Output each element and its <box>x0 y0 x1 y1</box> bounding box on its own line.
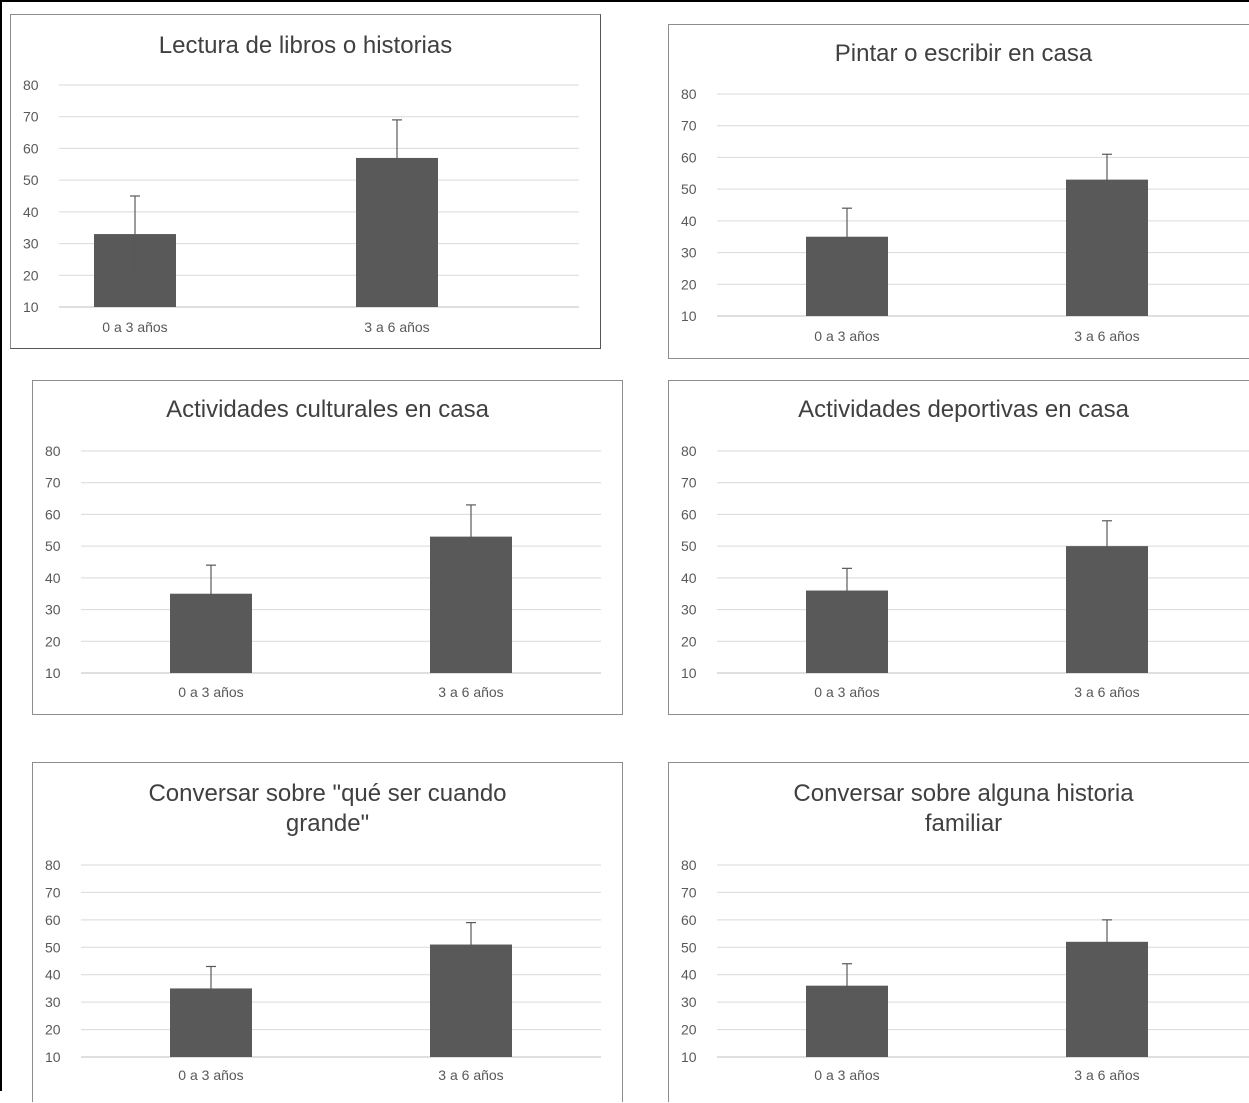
chart-pintar: Pintar o escribir en casa 10 20 30 40 50 60 70… <box>668 24 1249 359</box>
chart-title: Pintar o escribir en casa <box>669 39 1249 69</box>
y-tick-label: 30 <box>23 236 39 252</box>
y-tick-label: 10 <box>23 299 39 315</box>
chart-plot: 10 20 30 40 50 60 70 80 0 a 3 años 3 a 6 años <box>681 857 1249 1083</box>
y-tick-label: 20 <box>681 1022 697 1038</box>
y-tick-label: 10 <box>681 665 697 681</box>
y-tick-label: 40 <box>23 204 39 220</box>
y-tick-label: 50 <box>45 538 61 554</box>
chart-culturales: Actividades culturales en casa 10 20 30 40 5… <box>32 380 623 715</box>
y-tick-label: 50 <box>681 939 697 955</box>
y-tick-label: 80 <box>23 77 39 93</box>
x-category-label: 3 a 6 años <box>438 1067 503 1083</box>
y-tick-label: 50 <box>23 172 39 188</box>
y-tick-label: 40 <box>681 570 697 586</box>
chart-title-line: Pintar o escribir en casa <box>834 40 1093 67</box>
y-tick-label: 80 <box>45 857 61 873</box>
y-tick-label: 70 <box>45 884 61 900</box>
x-category-label: 3 a 6 años <box>364 319 429 335</box>
x-category-label: 0 a 3 años <box>814 328 879 344</box>
chart-title-line: Actividades culturales en casa <box>166 396 489 423</box>
y-tick-label: 20 <box>681 633 697 649</box>
chart-title-line: Lectura de libros o historias <box>158 32 453 59</box>
y-tick-label: 30 <box>45 602 61 618</box>
chart-historia-familiar: Conversar sobre alguna historia familiar… <box>668 762 1249 1102</box>
y-tick-label: 30 <box>681 994 697 1010</box>
chart-plot: 10 20 30 40 50 60 70 80 0 a 3 años 3 a 6 años <box>45 443 601 700</box>
x-category-label: 3 a 6 años <box>1074 328 1139 344</box>
chart-title-line: grande" <box>285 810 370 837</box>
y-tick-label: 30 <box>681 602 697 618</box>
chart-deportivas: Actividades deportivas en casa 10 20 30 40 5… <box>668 380 1249 715</box>
x-category-label: 0 a 3 años <box>814 684 879 700</box>
chart-que-ser: Conversar sobre "qué ser cuando grande" … <box>32 762 623 1102</box>
y-tick-label: 20 <box>45 1022 61 1038</box>
chart-plot: 10 20 30 40 50 60 70 80 0 a 3 años 3 a 6 años <box>45 857 601 1083</box>
y-tick-label: 10 <box>681 1049 697 1065</box>
y-tick-label: 60 <box>681 149 697 165</box>
y-tick-label: 40 <box>681 967 697 983</box>
y-tick-label: 70 <box>681 118 697 134</box>
y-tick-label: 50 <box>45 939 61 955</box>
y-tick-label: 70 <box>681 475 697 491</box>
x-category-label: 3 a 6 años <box>1074 684 1139 700</box>
chart-title-line: Actividades deportivas en casa <box>798 396 1129 423</box>
y-tick-label: 70 <box>45 475 61 491</box>
y-tick-label: 70 <box>681 884 697 900</box>
y-tick-label: 20 <box>23 267 39 283</box>
chart-title-line: Conversar sobre alguna historia <box>793 780 1134 807</box>
y-tick-label: 40 <box>45 570 61 586</box>
y-tick-label: 20 <box>45 633 61 649</box>
chart-plot: 10 20 30 40 50 60 70 80 0 a 3 años 3 a 6 años <box>681 443 1249 700</box>
x-category-label: 3 a 6 años <box>438 684 503 700</box>
y-tick-label: 10 <box>45 665 61 681</box>
y-tick-label: 80 <box>681 443 697 459</box>
x-category-label: 0 a 3 años <box>178 684 243 700</box>
y-tick-label: 80 <box>681 86 697 102</box>
x-category-label: 0 a 3 años <box>814 1067 879 1083</box>
y-tick-label: 50 <box>681 181 697 197</box>
x-category-label: 0 a 3 años <box>178 1067 243 1083</box>
y-tick-label: 60 <box>45 506 61 522</box>
chart-title: Conversar sobre "qué ser cuando grande" <box>33 779 622 839</box>
y-tick-label: 20 <box>681 276 697 292</box>
y-tick-label: 80 <box>681 857 697 873</box>
chart-plot: 10 20 30 40 50 60 70 80 0 a 3 años 3 a 6 años <box>23 77 579 335</box>
chart-title: Actividades culturales en casa <box>33 395 622 425</box>
y-tick-label: 40 <box>681 213 697 229</box>
chart-lectura: Lectura de libros o historias 10 20 30 40 50… <box>10 14 601 349</box>
y-tick-label: 10 <box>681 308 697 324</box>
x-category-label: 0 a 3 años <box>102 319 167 335</box>
y-tick-label: 30 <box>45 994 61 1010</box>
y-tick-label: 40 <box>45 967 61 983</box>
chart-title-line: Conversar sobre "qué ser cuando <box>148 780 507 807</box>
y-tick-label: 70 <box>23 109 39 125</box>
y-tick-label: 60 <box>45 912 61 928</box>
chart-title-line: familiar <box>924 810 1003 837</box>
y-tick-label: 10 <box>45 1049 61 1065</box>
y-tick-label: 30 <box>681 245 697 261</box>
chart-plot: 10 20 30 40 50 60 70 80 0 a 3 años 3 a 6 años <box>681 86 1249 344</box>
y-tick-label: 80 <box>45 443 61 459</box>
y-tick-label: 60 <box>681 912 697 928</box>
chart-title: Lectura de libros o historias <box>11 31 600 61</box>
x-category-label: 3 a 6 años <box>1074 1067 1139 1083</box>
y-tick-label: 60 <box>681 506 697 522</box>
y-tick-label: 50 <box>681 538 697 554</box>
chart-title: Conversar sobre alguna historia familiar <box>669 779 1249 839</box>
y-tick-label: 60 <box>23 140 39 156</box>
chart-title: Actividades deportivas en casa <box>669 395 1249 425</box>
